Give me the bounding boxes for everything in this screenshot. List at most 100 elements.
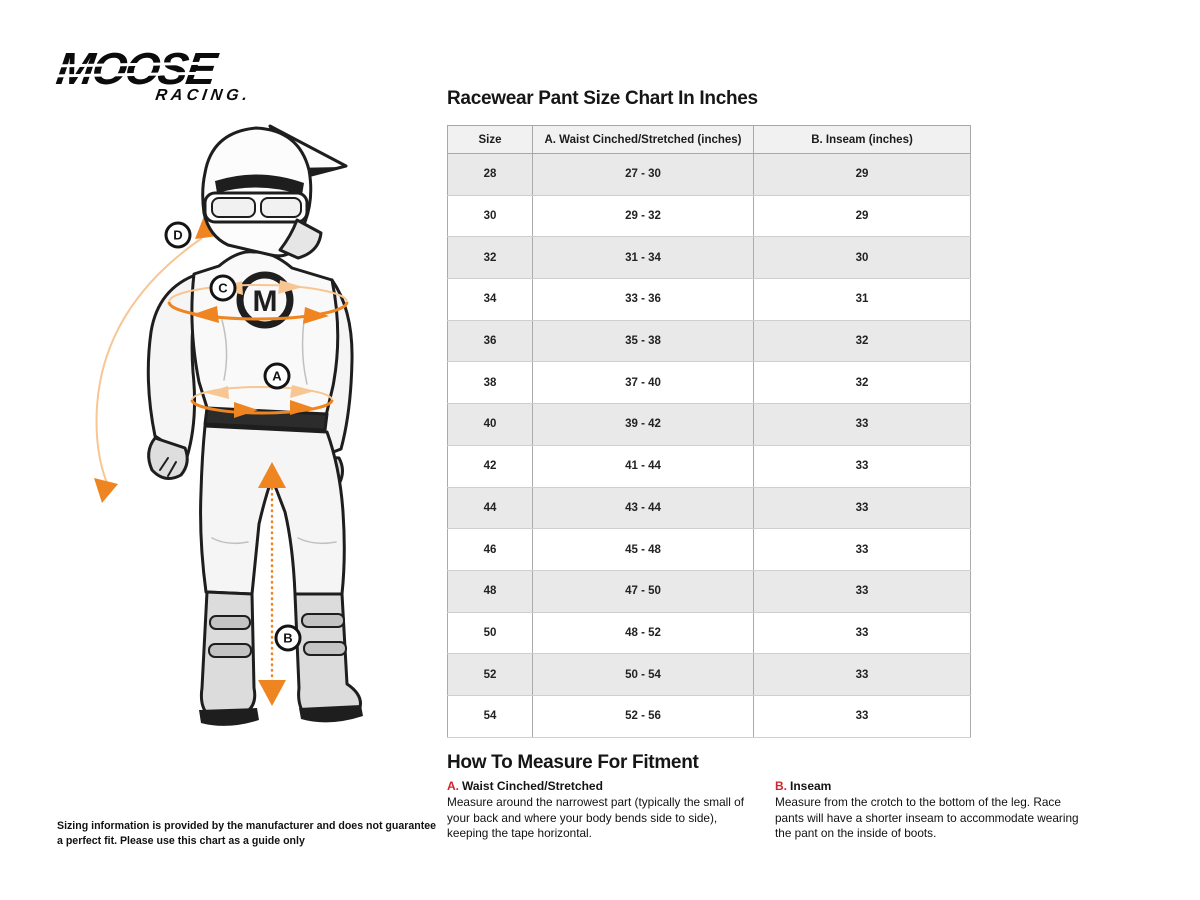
measure-item-heading: B. Inseam bbox=[775, 779, 1083, 793]
waist-cell: 29 - 32 bbox=[532, 195, 754, 238]
boot-straps bbox=[208, 613, 347, 658]
size-cell: 44 bbox=[447, 487, 533, 530]
pants-fold bbox=[211, 537, 249, 545]
table-row: 34 33 - 36 31 bbox=[447, 278, 971, 321]
helmet-brow bbox=[215, 174, 304, 195]
waist-cell: 33 - 36 bbox=[532, 278, 754, 321]
how-to-measure-title: How To Measure For Fitment bbox=[447, 752, 699, 773]
inseam-arrow-up-icon bbox=[258, 462, 286, 488]
waist-arrow-back-left-icon bbox=[206, 386, 229, 399]
left-sole bbox=[199, 708, 259, 726]
size-cell: 30 bbox=[447, 195, 533, 238]
logo-subtext: RACING. bbox=[154, 87, 253, 104]
waist-cell: 43 - 44 bbox=[532, 487, 754, 530]
inseam-cell: 33 bbox=[753, 695, 971, 738]
inseam-cell: 32 bbox=[753, 361, 971, 405]
pants bbox=[199, 424, 346, 596]
measure-item-waist: A. Waist Cinched/Stretched Measure around… bbox=[447, 779, 747, 842]
goggles-icon bbox=[203, 191, 309, 224]
measure-name: Inseam bbox=[790, 779, 832, 793]
waist-cell: 48 - 52 bbox=[532, 612, 754, 655]
marker-c: C bbox=[209, 274, 237, 302]
waist-measure-front-arc bbox=[190, 399, 334, 415]
size-cell: 40 bbox=[447, 403, 533, 446]
waist-cell: 41 - 44 bbox=[532, 445, 754, 488]
waist-cell: 37 - 40 bbox=[532, 361, 754, 405]
chest-arrow-back-right-icon bbox=[278, 280, 303, 294]
inseam-cell: 33 bbox=[753, 612, 971, 655]
measure-description: Measure around the narrowest part (typic… bbox=[447, 795, 745, 841]
size-cell: 38 bbox=[447, 361, 533, 405]
table-row: 38 37 - 40 32 bbox=[447, 361, 971, 405]
jersey-fold bbox=[301, 319, 308, 385]
chest-measure-front-arc bbox=[167, 301, 349, 321]
table-body: 28 27 - 30 29 30 29 - 32 29 32 31 - 34 30 34 33 - … bbox=[447, 153, 971, 738]
waist-arrow-right2-icon bbox=[290, 400, 314, 415]
size-cell: 48 bbox=[447, 570, 533, 613]
measure-description: Measure from the crotch to the bottom of… bbox=[775, 795, 1079, 841]
marker-a: A bbox=[263, 362, 291, 390]
jersey-moose-logo bbox=[236, 271, 294, 329]
chin-guard bbox=[278, 218, 323, 260]
table-row: 44 43 - 44 33 bbox=[447, 487, 971, 530]
inseam-cell: 33 bbox=[753, 445, 971, 488]
table-row: 28 27 - 30 29 bbox=[447, 153, 971, 196]
svg-text:D: D bbox=[173, 228, 182, 243]
moose-racing-logo: MOOSE RACING. bbox=[49, 43, 257, 105]
inseam-cell: 30 bbox=[753, 236, 971, 280]
rider-figure-illustration: M D C bbox=[94, 124, 363, 726]
table-row: 36 35 - 38 32 bbox=[447, 320, 971, 363]
measure-letter: A. bbox=[447, 779, 459, 793]
jersey-fold bbox=[221, 319, 228, 381]
waist-arrow-back-right-icon bbox=[290, 385, 315, 398]
table-row: 30 29 - 32 29 bbox=[447, 195, 971, 238]
table-row: 32 31 - 34 30 bbox=[447, 236, 971, 280]
svg-text:B: B bbox=[283, 631, 292, 646]
waist-cell: 52 - 56 bbox=[532, 695, 754, 738]
measure-letter: B. bbox=[775, 779, 787, 793]
glove-fingers bbox=[159, 457, 177, 477]
right-sole bbox=[299, 705, 363, 723]
size-chart-table: Size A. Waist Cinched/Stretched (inches)… bbox=[447, 125, 971, 738]
table-row: 40 39 - 42 33 bbox=[447, 403, 971, 446]
inseam-cell: 32 bbox=[753, 320, 971, 363]
size-cell: 52 bbox=[447, 653, 533, 696]
size-cell: 50 bbox=[447, 612, 533, 655]
size-chart-title: Racewear Pant Size Chart In Inches bbox=[447, 88, 758, 109]
waist-cell: 50 - 54 bbox=[532, 653, 754, 696]
inseam-cell: 33 bbox=[753, 653, 971, 696]
inseam-cell: 31 bbox=[753, 278, 971, 321]
waist-cell: 45 - 48 bbox=[532, 528, 754, 571]
inseam-column-header: B. Inseam (inches) bbox=[753, 125, 971, 154]
table-row: 48 47 - 50 33 bbox=[447, 570, 971, 613]
marker-b: B bbox=[274, 624, 302, 652]
table-row: 50 48 - 52 33 bbox=[447, 612, 971, 655]
size-cell: 42 bbox=[447, 445, 533, 488]
size-cell: 36 bbox=[447, 320, 533, 363]
inseam-cell: 29 bbox=[753, 153, 971, 196]
size-cell: 34 bbox=[447, 278, 533, 321]
sleeve-measure-arc bbox=[95, 237, 203, 491]
waist-cell: 35 - 38 bbox=[532, 320, 754, 363]
waist-arrow-right-icon bbox=[234, 402, 258, 418]
measure-item-heading: A. Waist Cinched/Stretched bbox=[447, 779, 747, 793]
table-header: Size A. Waist Cinched/Stretched (inches)… bbox=[447, 125, 971, 154]
table-row: 46 45 - 48 33 bbox=[447, 528, 971, 571]
size-cell: 54 bbox=[447, 695, 533, 738]
inseam-cell: 33 bbox=[753, 570, 971, 613]
measure-name: Waist Cinched/Stretched bbox=[462, 779, 603, 793]
inseam-cell: 33 bbox=[753, 528, 971, 571]
waist-cell: 27 - 30 bbox=[532, 153, 754, 196]
waist-cell: 47 - 50 bbox=[532, 570, 754, 613]
jersey-logo-letter: M bbox=[253, 285, 278, 318]
marker-d: D bbox=[164, 221, 192, 249]
size-cell: 32 bbox=[447, 236, 533, 280]
waist-cell: 31 - 34 bbox=[532, 236, 754, 280]
inseam-cell: 33 bbox=[753, 403, 971, 446]
sleeve-arc-arrow-down-icon bbox=[94, 478, 118, 503]
size-cell: 46 bbox=[447, 528, 533, 571]
inseam-arrow-down-icon bbox=[258, 680, 286, 706]
measure-item-inseam: B. Inseam Measure from the crotch to the … bbox=[775, 779, 1083, 842]
table-row: 42 41 - 44 33 bbox=[447, 445, 971, 488]
